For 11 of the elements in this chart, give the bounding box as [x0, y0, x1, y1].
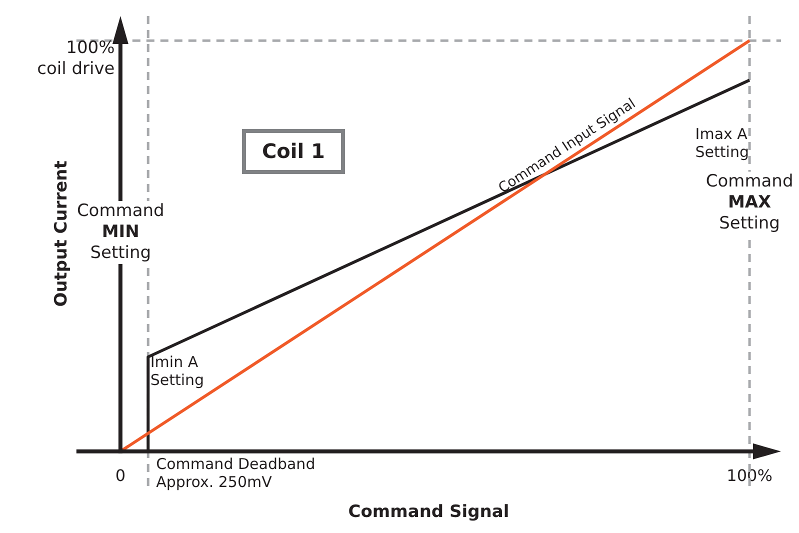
- y-axis-title: Output Current: [52, 160, 72, 307]
- x-axis-title: Command Signal: [348, 502, 510, 522]
- ref-line-label: Command MAX Setting: [706, 172, 794, 234]
- annotation: Imin A Setting: [150, 353, 204, 390]
- x-tick-label: 0: [115, 466, 126, 486]
- annotation: 100% coil drive: [37, 38, 115, 80]
- ref-line-label: Command Deadband Approx. 250mV: [156, 454, 316, 491]
- annotation: Coil 1: [262, 139, 325, 164]
- annotation: Imax A Setting: [695, 124, 749, 161]
- annotation: Command MIN Setting: [76, 201, 164, 264]
- x-tick-label: 100%: [726, 466, 772, 486]
